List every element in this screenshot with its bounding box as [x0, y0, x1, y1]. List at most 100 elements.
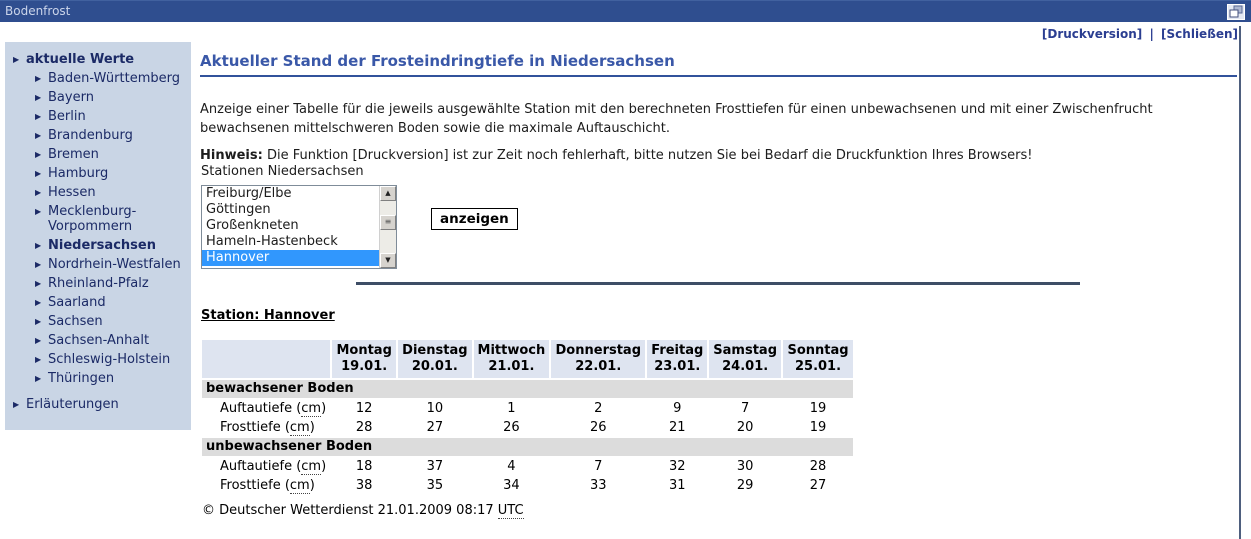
sidebar-item-hessen[interactable]: ▶ Hessen: [35, 185, 185, 200]
sidebar-item-label: Saarland: [48, 295, 106, 310]
sidebar-item-label: Rheinland-Pfalz: [48, 276, 149, 291]
anzeigen-button[interactable]: anzeigen: [431, 208, 518, 230]
station-options: Freiburg/Elbe Göttingen Großenkneten Ham…: [202, 186, 379, 268]
listbox-scrollbar[interactable]: ▲ ≡ ▼: [379, 186, 396, 268]
triangle-right-icon: ▶: [35, 169, 42, 178]
cm-abbr: cm: [301, 401, 322, 417]
value-cell: 9: [647, 400, 708, 417]
horizontal-rule: [356, 282, 1080, 285]
value-cell: 34: [473, 477, 550, 494]
table-row-auftautiefe-unbewachsen: Auftautiefe (cm) 18 37 4 7 32 30 28: [202, 458, 854, 475]
value-cell: 20: [709, 419, 782, 436]
sidebar-item-niedersachsen[interactable]: ▶ Niedersachsen: [35, 238, 185, 253]
frost-table: Montag 19.01. Dienstag 20.01. Mittwoch 21.0…: [200, 338, 855, 496]
scrollbar-thumb[interactable]: ≡: [380, 215, 396, 230]
section-row-unbewachsen: unbewachsener Boden: [202, 438, 854, 456]
copyright-footer: © Deutscher Wetterdienst 21.01.2009 08:1…: [202, 503, 524, 519]
intro-text: Anzeige einer Tabelle für die jeweils au…: [200, 102, 1153, 136]
value-cell: 4: [473, 458, 550, 475]
sidebar-item-label: Baden-Württemberg: [48, 71, 180, 86]
section-title: bewachsener Boden: [202, 380, 854, 398]
col-header-sonntag: Sonntag 25.01.: [783, 340, 854, 378]
triangle-right-icon: ▶: [35, 112, 42, 121]
sidebar-item-bayern[interactable]: ▶ Bayern: [35, 90, 185, 105]
station-option-freiburg-elbe[interactable]: Freiburg/Elbe: [206, 186, 292, 201]
station-option-hameln-hastenbeck[interactable]: Hameln-Hastenbeck: [206, 234, 338, 249]
arrow-down-icon[interactable]: ▼: [380, 253, 396, 268]
value-cell: 37: [398, 458, 472, 475]
utc-abbr: UTC: [497, 503, 524, 519]
schliessen-link[interactable]: [Schließen]: [1161, 27, 1238, 41]
sidebar-item-schleswig-holstein[interactable]: ▶ Schleswig-Holstein: [35, 352, 185, 367]
arrow-up-icon[interactable]: ▲: [380, 186, 396, 201]
sidebar-item-label: Bremen: [48, 147, 99, 162]
cm-abbr: cm: [289, 478, 310, 494]
sidebar-item-hamburg[interactable]: ▶ Hamburg: [35, 166, 185, 181]
value-cell: 29: [709, 477, 782, 494]
sidebar-item-nordrhein-westfalen[interactable]: ▶ Nordrhein-Westfalen: [35, 257, 185, 272]
value-cell: 19: [783, 419, 854, 436]
sidebar-item-thueringen[interactable]: ▶ Thüringen: [35, 371, 185, 386]
value-cell: 28: [332, 419, 397, 436]
sidebar-item-sachsen[interactable]: ▶ Sachsen: [35, 314, 185, 329]
station-option-grossenkneten[interactable]: Großenkneten: [206, 218, 299, 233]
table-corner-cell: [202, 340, 331, 378]
table-header-row: Montag 19.01. Dienstag 20.01. Mittwoch 21.0…: [202, 340, 854, 378]
table-row-auftautiefe-bewachsen: Auftautiefe (cm) 12 10 1 2 9 7 19: [202, 400, 854, 417]
station-option-hannover-selected[interactable]: Hannover: [202, 250, 379, 266]
triangle-right-icon: ▶: [35, 188, 42, 197]
section-row-bewachsen: bewachsener Boden: [202, 380, 854, 398]
triangle-right-icon: ▶: [35, 374, 42, 383]
sidebar-item-sachsen-anhalt[interactable]: ▶ Sachsen-Anhalt: [35, 333, 185, 348]
sidebar-item-baden-wuerttemberg[interactable]: ▶ Baden-Württemberg: [35, 71, 185, 86]
value-cell: 31: [647, 477, 708, 494]
hinweis-label: Hinweis:: [200, 148, 263, 163]
window-title: Bodenfrost: [5, 4, 71, 18]
table-row-frosttiefe-bewachsen: Frosttiefe (cm) 28 27 26 26 21 20 19: [202, 419, 854, 436]
window-action-links: [Druckversion] | [Schließen]: [1042, 27, 1238, 41]
station-listbox[interactable]: Freiburg/Elbe Göttingen Großenkneten Ham…: [201, 185, 397, 269]
triangle-right-icon: ▶: [35, 74, 42, 83]
triangle-right-icon: ▶: [35, 355, 42, 364]
value-cell: 32: [647, 458, 708, 475]
sidebar-item-label: Berlin: [48, 109, 86, 124]
row-label: Frosttiefe (cm): [202, 419, 331, 436]
triangle-right-icon: ▶: [13, 400, 20, 409]
sidebar-item-label: Hessen: [48, 185, 96, 200]
col-header-samstag: Samstag 24.01.: [709, 340, 782, 378]
value-cell: 12: [332, 400, 397, 417]
value-cell: 33: [551, 477, 646, 494]
sidebar-item-saarland[interactable]: ▶ Saarland: [35, 295, 185, 310]
sidebar-item-label: Thüringen: [48, 371, 115, 386]
window-titlebar: Bodenfrost: [0, 0, 1251, 22]
row-label: Auftautiefe (cm): [202, 458, 331, 475]
sidebar-item-bremen[interactable]: ▶ Bremen: [35, 147, 185, 162]
sidebar-item-label: Hamburg: [48, 166, 109, 181]
triangle-right-icon: ▶: [35, 336, 42, 345]
sidebar-item-aktuelle-werte[interactable]: ▶ aktuelle Werte: [13, 52, 185, 67]
value-cell: 21: [647, 419, 708, 436]
value-cell: 35: [398, 477, 472, 494]
sidebar-item-label: aktuelle Werte: [26, 52, 135, 67]
hinweis-body: Die Funktion [Druckversion] ist zur Zeit…: [266, 148, 1033, 163]
value-cell: 28: [783, 458, 854, 475]
sidebar-item-label: Sachsen-Anhalt: [48, 333, 150, 348]
value-cell: 30: [709, 458, 782, 475]
sidebar-item-label: Sachsen: [48, 314, 103, 329]
sidebar-item-mecklenburg-vorpommern[interactable]: ▶ Mecklenburg-Vorpommern: [35, 204, 185, 234]
value-cell: 10: [398, 400, 472, 417]
sidebar-item-rheinland-pfalz[interactable]: ▶ Rheinland-Pfalz: [35, 276, 185, 291]
cm-abbr: cm: [289, 420, 310, 436]
station-option-goettingen[interactable]: Göttingen: [206, 202, 271, 217]
sidebar-item-label: Schleswig-Holstein: [48, 352, 171, 367]
sidebar-nav: ▶ aktuelle Werte ▶ Baden-Württemberg ▶ B…: [5, 42, 191, 430]
sidebar-item-erlaeuterungen[interactable]: ▶ Erläuterungen: [13, 397, 185, 412]
sidebar-item-brandenburg[interactable]: ▶ Brandenburg: [35, 128, 185, 143]
sidebar-item-berlin[interactable]: ▶ Berlin: [35, 109, 185, 124]
page-right-border: [1239, 26, 1241, 539]
value-cell: 2: [551, 400, 646, 417]
triangle-right-icon: ▶: [13, 55, 20, 64]
druckversion-link[interactable]: [Druckversion]: [1041, 27, 1143, 41]
window-restore-icon[interactable]: [1227, 4, 1245, 20]
